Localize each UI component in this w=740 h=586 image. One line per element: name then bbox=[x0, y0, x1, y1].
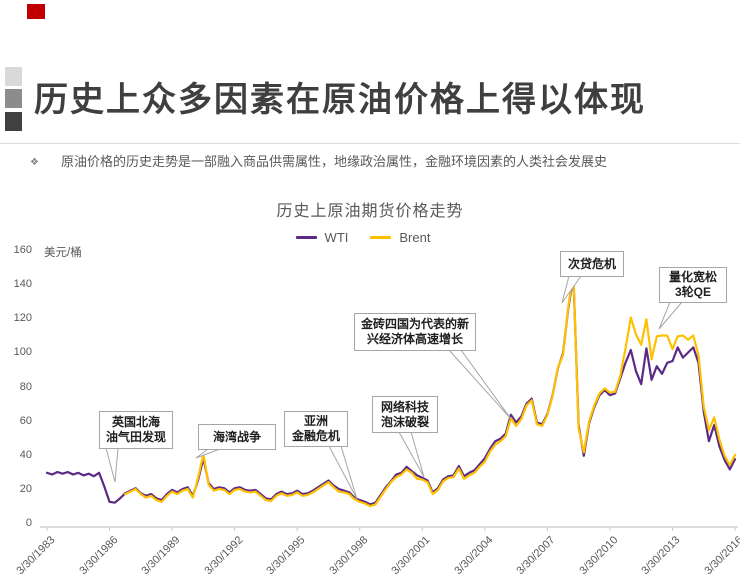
brent-legend-dash-icon bbox=[370, 236, 392, 239]
y-tick-label: 160 bbox=[13, 244, 32, 256]
bullet-text: 原油价格的历史走势是一部融入商品供需属性，地缘政治属性，金融环境因素的人类社会发… bbox=[60, 154, 607, 169]
brent-legend-label: Brent bbox=[399, 230, 431, 245]
bullet-diamond-icon: ❖ bbox=[30, 157, 39, 168]
y-tick-label: 80 bbox=[19, 380, 32, 393]
chart-legend: WTI Brent bbox=[0, 230, 740, 245]
x-tick-label: 3/30/2007 bbox=[514, 534, 558, 578]
chart-title: 历史上原油期货价格走势 bbox=[276, 203, 464, 220]
annotation-callout: 次贷危机 bbox=[560, 251, 624, 277]
deco-mid-gray-square bbox=[5, 89, 22, 108]
x-tick-label: 3/30/1989 bbox=[139, 534, 183, 578]
page-title: 历史上众多因素在原油价格上得以体现 bbox=[34, 81, 646, 119]
deco-light-gray-square bbox=[5, 67, 22, 86]
wti-legend-dash-icon bbox=[295, 236, 317, 239]
deco-red-square bbox=[27, 4, 45, 19]
annotation-callout: 金砖四国为代表的新 兴经济体高速增长 bbox=[354, 313, 476, 351]
y-axis-unit-label: 美元/桶 bbox=[44, 247, 82, 259]
x-tick-label: 3/30/2001 bbox=[389, 534, 433, 578]
y-tick-label: 120 bbox=[13, 312, 32, 325]
title-divider bbox=[0, 143, 740, 144]
y-tick-label: 140 bbox=[13, 278, 32, 291]
x-tick-label: 3/30/2013 bbox=[639, 534, 683, 578]
deco-dark-gray-square bbox=[5, 112, 22, 131]
bullet-row: ❖ 原油价格的历史走势是一部融入商品供需属性，地缘政治属性，金融环境因素的人类社会… bbox=[30, 153, 710, 171]
y-tick-label: 60 bbox=[19, 414, 32, 427]
annotation-callout: 量化宽松 3轮QE bbox=[659, 267, 727, 303]
y-tick-label: 100 bbox=[13, 346, 32, 359]
x-tick-label: 3/30/1983 bbox=[14, 534, 58, 578]
annotation-callout: 网络科技 泡沫破裂 bbox=[372, 396, 438, 433]
x-tick-label: 3/30/1986 bbox=[76, 534, 121, 578]
x-tick-label: 3/30/2004 bbox=[452, 534, 496, 578]
x-tick-label: 3/30/2010 bbox=[577, 534, 621, 578]
x-tick-label: 3/30/2016 bbox=[702, 534, 740, 578]
x-tick-label: 3/30/1998 bbox=[327, 534, 371, 578]
x-tick-label: 3/30/1995 bbox=[264, 534, 308, 578]
wti-legend-label: WTI bbox=[324, 230, 349, 245]
x-tick-label: 3/30/1992 bbox=[202, 534, 246, 578]
y-tick-label: 0 bbox=[25, 517, 32, 529]
annotation-callout: 亚洲 金融危机 bbox=[284, 411, 348, 447]
annotation-callout: 英国北海 油气田发现 bbox=[99, 411, 173, 449]
y-tick-label: 20 bbox=[19, 482, 32, 495]
y-tick-label: 40 bbox=[19, 448, 32, 461]
annotation-callout: 海湾战争 bbox=[198, 424, 276, 450]
